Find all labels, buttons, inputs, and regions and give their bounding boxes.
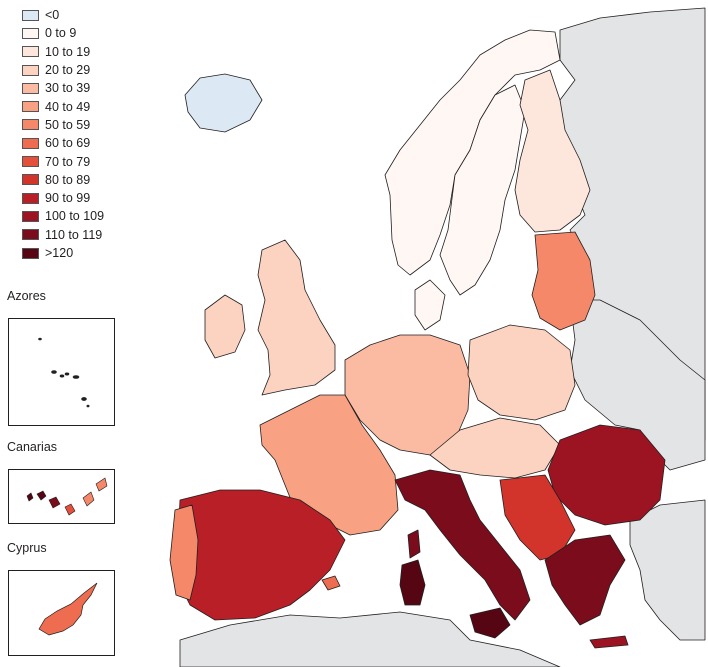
region-corsica[interactable] [407, 529, 421, 559]
region-ireland[interactable] [204, 294, 246, 359]
legend-item: 80 to 89 [22, 171, 104, 189]
legend-item: <0 [22, 6, 104, 24]
legend-label: 40 to 49 [45, 99, 91, 114]
legend-label: 50 to 59 [45, 117, 91, 132]
canarias-island [95, 477, 108, 492]
region-sweden[interactable] [439, 84, 526, 296]
legend-label: 0 to 9 [45, 26, 77, 41]
cyprus-inset-title: Cyprus [7, 541, 47, 555]
legend-swatch [22, 64, 39, 76]
legend-swatch [22, 27, 39, 39]
legend-label: <0 [45, 8, 60, 23]
region-norway[interactable] [384, 29, 561, 276]
legend-label: 60 to 69 [45, 136, 91, 151]
region-romania-bulgaria[interactable] [547, 424, 666, 526]
turkey-land [629, 499, 706, 641]
canarias-inset-title: Canarias [7, 440, 58, 454]
legend-item: 20 to 29 [22, 61, 104, 79]
region-iceland[interactable] [184, 73, 263, 133]
legend-swatch [22, 210, 39, 222]
legend-swatch [22, 137, 39, 149]
legend-item: 110 to 119 [22, 226, 104, 244]
legend-item: 50 to 59 [22, 116, 104, 134]
canarias-island [82, 491, 95, 507]
region-denmark[interactable] [414, 279, 446, 331]
legend-item: 90 to 99 [22, 189, 104, 207]
legend-swatch [22, 174, 39, 186]
canarias-island [26, 492, 34, 502]
legend-swatch [22, 46, 39, 58]
legend-swatch [22, 247, 39, 259]
legend-swatch [22, 9, 39, 21]
azores-inset-map [8, 318, 115, 426]
azores-island [64, 372, 70, 376]
legend-item: 10 to 19 [22, 43, 104, 61]
legend-label: >120 [45, 246, 74, 260]
canarias-island [64, 503, 76, 516]
legend: <0 0 to 9 10 to 19 20 to 29 30 to 39 40 to 49… [22, 6, 104, 262]
cyprus-island [38, 582, 98, 636]
azores-island [81, 397, 87, 401]
legend-swatch [22, 192, 39, 204]
region-sardinia[interactable] [399, 559, 426, 606]
azores-island [59, 374, 65, 378]
region-sicily[interactable] [469, 607, 511, 639]
region-greece[interactable] [544, 534, 626, 626]
north-africa-land [179, 611, 561, 667]
legend-label: 100 to 109 [45, 209, 105, 224]
azores-island [38, 337, 42, 341]
legend-label: 10 to 19 [45, 44, 91, 59]
legend-item: 40 to 49 [22, 97, 104, 115]
legend-label: 20 to 29 [45, 63, 91, 78]
canarias-island [36, 490, 47, 501]
cyprus-inset-map [8, 570, 115, 656]
legend-swatch [22, 119, 39, 131]
legend-label: 110 to 119 [45, 227, 103, 242]
legend-label: 30 to 39 [45, 81, 91, 96]
region-portugal[interactable] [169, 504, 199, 601]
region-crete[interactable] [589, 635, 629, 649]
legend-swatch [22, 101, 39, 113]
region-great-britain[interactable] [257, 239, 336, 396]
azores-island [86, 404, 90, 408]
legend-label: 70 to 79 [45, 154, 91, 169]
legend-item: 70 to 79 [22, 152, 104, 170]
legend-item: 100 to 109 [22, 207, 104, 225]
legend-item: 60 to 69 [22, 134, 104, 152]
region-balearic[interactable] [321, 575, 341, 591]
legend-item: 30 to 39 [22, 79, 104, 97]
legend-swatch [22, 229, 39, 241]
region-germany[interactable] [344, 334, 471, 456]
legend-item: >120 [22, 244, 104, 262]
azores-island [51, 370, 57, 374]
legend-label: 80 to 89 [45, 172, 91, 187]
legend-label: 90 to 99 [45, 191, 91, 206]
region-italy[interactable] [394, 469, 531, 621]
azores-inset-title: Azores [7, 289, 46, 303]
region-finland[interactable] [514, 69, 591, 233]
legend-item: 0 to 9 [22, 24, 104, 42]
legend-swatch [22, 156, 39, 168]
region-baltics[interactable] [531, 231, 596, 331]
region-central-europe[interactable] [429, 417, 561, 479]
canarias-island [48, 496, 61, 509]
canarias-inset-map [8, 469, 115, 524]
azores-island [72, 375, 80, 379]
region-poland[interactable] [467, 324, 576, 421]
legend-swatch [22, 82, 39, 94]
